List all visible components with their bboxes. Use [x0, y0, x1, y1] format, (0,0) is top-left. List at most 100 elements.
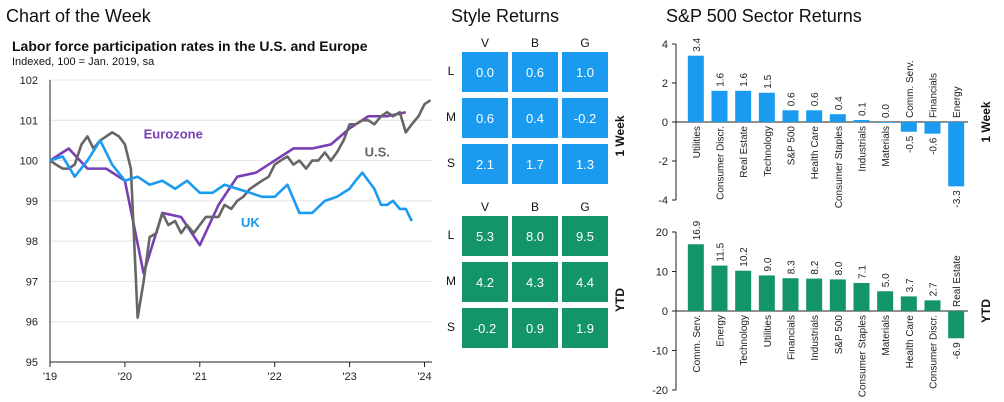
- value-label: 0.6: [810, 92, 821, 106]
- sector-bar: [711, 90, 728, 122]
- style-cell: 5.3: [462, 216, 508, 256]
- style-col-header: G: [580, 200, 590, 214]
- style-cell: 0.4: [512, 98, 558, 138]
- sector-bar: [758, 275, 775, 311]
- style-cell: 1.3: [562, 144, 608, 184]
- y-tick-label: -4: [658, 195, 668, 207]
- sector-bar: [829, 114, 846, 122]
- style-cell: 0.6: [462, 98, 508, 138]
- category-label: Financials: [787, 315, 798, 360]
- x-tick-label: '23: [342, 371, 356, 383]
- bar-chart-side-label: YTD: [979, 299, 993, 323]
- style-cell: 1.9: [562, 308, 608, 348]
- category-label: Consumer Discr.: [716, 126, 727, 200]
- x-tick-label: '19: [43, 371, 57, 383]
- labor-force-line-chart: 95 96 97 98 99 100 101 102 '19 '20 '21 '22 '23 '24 Eur…: [20, 75, 432, 383]
- style-grid-side-label: 1 Week: [613, 115, 627, 157]
- value-label: 8.2: [810, 260, 821, 274]
- style-row-header: L: [447, 228, 455, 242]
- category-label: Health Care: [905, 315, 916, 369]
- style-col-header: G: [580, 36, 590, 50]
- style-grid-side-label: YTD: [613, 288, 627, 312]
- value-label: 9.0: [763, 257, 774, 271]
- sector-bar: [735, 90, 752, 122]
- value-label: 0.6: [787, 92, 798, 106]
- style-col-header: B: [530, 36, 539, 50]
- y-tick-label: 98: [26, 236, 38, 248]
- series-line-us: [49, 99, 432, 319]
- y-tick-label: 99: [26, 196, 38, 208]
- chart-of-week-heading: Chart of the Week: [6, 6, 151, 26]
- value-label: -0.6: [929, 137, 940, 155]
- y-tick-label: -2: [658, 156, 668, 168]
- sector-bar: [687, 55, 704, 123]
- category-label: Real Estate: [952, 255, 963, 307]
- series-label: Eurozone: [144, 126, 203, 141]
- sector-bar: [877, 291, 894, 311]
- value-label: 1.6: [716, 72, 727, 86]
- value-label: 0.4: [834, 96, 845, 110]
- sector-bar: [687, 244, 704, 311]
- sector-bar: [782, 278, 799, 311]
- y-tick-label: 4: [662, 39, 668, 51]
- value-label: -6.9: [952, 342, 963, 360]
- y-tick-label: 20: [656, 227, 668, 239]
- y-tick-label: 101: [20, 115, 38, 127]
- sector-1week-bar-chart: -4 -2 0 2 4 3.4 Utilities 1.6 Consumer Discr. 1.6…: [658, 37, 993, 208]
- style-cell: 1.7: [512, 144, 558, 184]
- style-cell: 8.0: [512, 216, 558, 256]
- y-tick-label: 96: [26, 317, 38, 329]
- style-cell: -0.2: [462, 308, 508, 348]
- value-label: 11.5: [716, 242, 727, 261]
- style-col-header: B: [530, 200, 539, 214]
- sector-bar: [948, 122, 965, 187]
- category-label: Industrials: [858, 126, 869, 172]
- style-returns-panel: V B G L 0.0 0.6 1.0 M 0.6 0.4 -0.2 S 2.1 1.7 1.3 1 Week…: [440, 36, 640, 366]
- value-label: 0.1: [858, 102, 869, 116]
- category-label: Consumer Discr.: [929, 315, 940, 389]
- line-chart-subtitle: Indexed, 100 = Jan. 2019, sa: [12, 56, 155, 68]
- sector-bar: [782, 110, 799, 122]
- y-tick-label: 0: [662, 306, 668, 318]
- category-label: Technology: [763, 126, 774, 177]
- category-label: Consumer Staples: [858, 315, 869, 397]
- sector-bar: [853, 282, 870, 311]
- style-row-header: M: [446, 274, 456, 288]
- series-label: U.S.: [365, 145, 390, 160]
- style-cell: 1.0: [562, 52, 608, 92]
- style-cell: 2.1: [462, 144, 508, 184]
- category-label: Industrials: [810, 315, 821, 361]
- series-line-uk: [49, 139, 413, 222]
- category-label: Utilities: [763, 315, 774, 347]
- sector-bar: [948, 311, 965, 339]
- x-tick-label: '22: [268, 371, 282, 383]
- value-label: 8.3: [787, 260, 798, 274]
- sector-bar: [806, 278, 823, 311]
- style-row-header: L: [447, 64, 455, 78]
- sector-bar: [877, 122, 894, 123]
- style-returns-heading: Style Returns: [451, 6, 560, 26]
- style-cell: 0.9: [512, 308, 558, 348]
- x-tick-label: '21: [193, 371, 207, 383]
- style-cell: 4.4: [562, 262, 608, 302]
- value-label: 8.0: [834, 261, 845, 275]
- style-row-header: S: [446, 156, 455, 170]
- category-label: Utilities: [692, 126, 703, 158]
- value-label: 7.1: [858, 265, 869, 279]
- style-cell: 9.5: [562, 216, 608, 256]
- y-tick-label: 97: [26, 276, 38, 288]
- value-label: 0.0: [881, 104, 892, 118]
- category-label: Financials: [929, 73, 940, 118]
- sector-bar: [711, 265, 728, 311]
- value-label: 16.9: [692, 220, 703, 240]
- category-label: S&P 500: [787, 126, 798, 166]
- category-label: Real Estate: [739, 126, 750, 178]
- sector-bar: [853, 120, 870, 122]
- x-tick-label: '24: [417, 371, 431, 383]
- sector-bar: [829, 279, 846, 311]
- y-tick-label: 100: [20, 156, 38, 168]
- y-tick-label: 95: [26, 357, 38, 369]
- category-label: S&P 500: [834, 315, 845, 355]
- sector-bar: [900, 122, 917, 132]
- y-tick-label: 10: [656, 267, 668, 279]
